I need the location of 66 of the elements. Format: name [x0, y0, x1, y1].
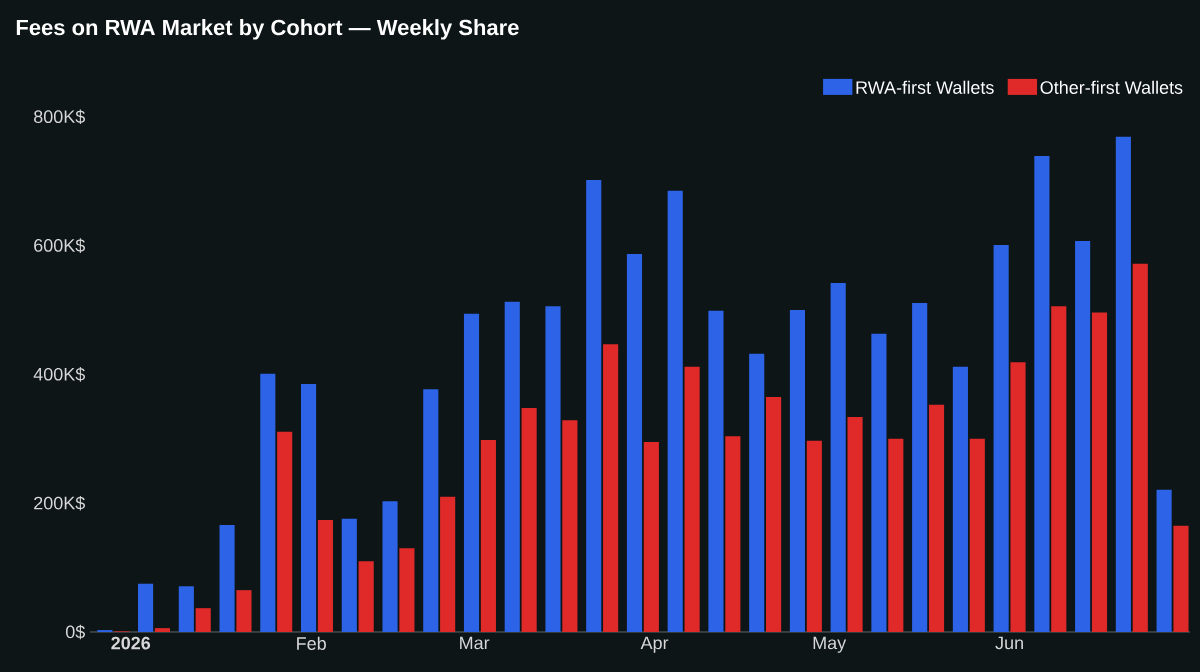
bar: [178, 586, 194, 632]
bar: [219, 525, 235, 632]
bar: [643, 442, 659, 632]
bar: [1034, 156, 1050, 632]
bar: [382, 501, 398, 632]
bar: [440, 496, 456, 632]
bar: [300, 384, 317, 632]
bar: [928, 404, 945, 632]
bar: [667, 190, 683, 632]
x-tick-label: May: [813, 636, 847, 653]
bar: [1173, 525, 1189, 632]
bar: [521, 407, 537, 632]
bar: [317, 519, 333, 632]
bar: [423, 389, 439, 632]
bar: [154, 628, 171, 632]
x-tick-label: Mar: [460, 636, 490, 650]
bar: [952, 366, 968, 632]
bar: [749, 353, 765, 632]
bar: [260, 373, 276, 632]
y-tick-label: 400K$: [33, 367, 85, 382]
bar: [586, 179, 602, 632]
y-tick-label: 200K$: [34, 495, 85, 511]
x-tick-label: Jun: [995, 636, 1023, 650]
bar: [1132, 263, 1148, 632]
legend-label: RWA-first Wallets: [856, 80, 994, 94]
bar: [993, 244, 1009, 632]
bar: [236, 590, 252, 632]
bar: [1051, 306, 1067, 632]
bar: [725, 436, 741, 632]
y-tick-label: 600K$: [34, 238, 85, 253]
bar: [626, 253, 643, 632]
bar: [463, 313, 480, 632]
bar: [1091, 312, 1108, 632]
bar: [912, 302, 928, 632]
y-tick-label: 800K$: [34, 109, 85, 125]
bar: [1156, 489, 1172, 632]
legend-label: Other-first Wallets: [1040, 80, 1183, 94]
bar: [480, 440, 496, 632]
y-tick-label: 0$: [65, 624, 85, 640]
x-tick-label: Apr: [640, 636, 669, 653]
bar: [277, 431, 293, 632]
bar: [399, 548, 415, 632]
bar: [871, 333, 887, 632]
bar: [1115, 136, 1131, 632]
x-tick-label: Feb: [297, 636, 326, 650]
bar: [766, 396, 782, 632]
bar: [830, 282, 846, 632]
bar: [684, 366, 700, 632]
bar: [545, 306, 561, 632]
bar: [1075, 241, 1091, 632]
bar: [138, 583, 154, 632]
x-tick-label: 2026: [111, 636, 151, 650]
bar: [1010, 362, 1026, 632]
bar: [969, 438, 985, 632]
bar: [888, 438, 904, 632]
chart-title: Fees on RWA Market by Cohort — Weekly Share: [16, 19, 519, 40]
bar: [806, 440, 822, 632]
bar: [603, 344, 619, 632]
bar: [341, 518, 357, 632]
bar: [504, 301, 520, 632]
bar: [562, 420, 578, 632]
bar: [195, 608, 211, 632]
bar: [358, 561, 374, 632]
bar: [789, 310, 805, 632]
bar: [847, 416, 863, 632]
bar: [708, 310, 724, 632]
